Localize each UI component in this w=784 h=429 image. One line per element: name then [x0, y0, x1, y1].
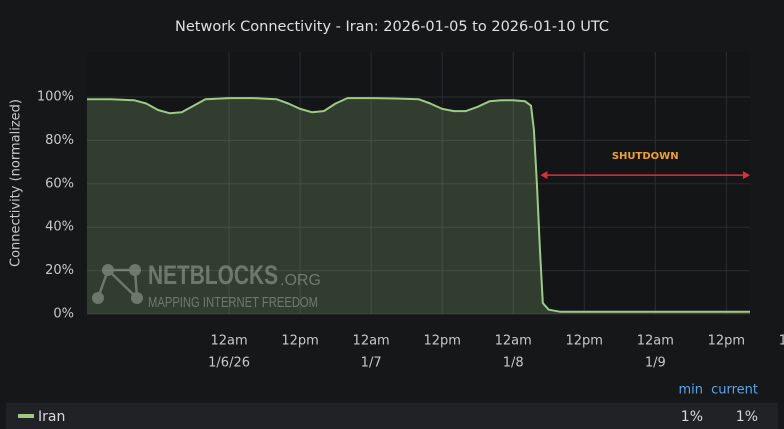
- x-tick-date: 1/9: [645, 356, 666, 371]
- x-tick-label: 12am: [353, 334, 390, 349]
- x-tick-date: 1/10: [783, 356, 784, 371]
- series-line: [87, 97, 750, 313]
- arrow-head: [743, 171, 750, 180]
- y-tick-label: 80%: [45, 133, 74, 148]
- legend-stat-header: min: [678, 383, 703, 398]
- x-tick-label: 12am: [495, 334, 532, 349]
- watermark-icon: [92, 292, 104, 304]
- watermark: NETBLOCKS .ORG MAPPING INTERNET FREEDOM: [92, 260, 321, 311]
- x-tick-label: 12pm: [423, 334, 460, 349]
- annotation-text: SHUTDOWN: [612, 151, 679, 162]
- y-tick-label: 100%: [37, 90, 74, 105]
- area-fill: [87, 98, 750, 314]
- x-tick-label: 12am: [637, 334, 674, 349]
- watermark-icon: [131, 292, 143, 304]
- x-tick-date: 1/7: [361, 356, 382, 371]
- x-tick-label: 12pm: [566, 334, 603, 349]
- y-axis-label: Connectivity (normalized): [9, 99, 24, 267]
- watermark-title: NETBLOCKS: [148, 260, 278, 290]
- y-tick-label: 40%: [45, 220, 74, 235]
- x-tick-date: 1/6/26: [208, 356, 250, 371]
- watermark-icon: [96, 269, 110, 299]
- x-tick-label: 12pm: [281, 334, 318, 349]
- y-tick-label: 60%: [45, 176, 74, 191]
- arrow-head: [540, 171, 548, 180]
- legend-row: [6, 403, 778, 429]
- watermark-icon: [133, 269, 139, 299]
- y-tick-label: 20%: [45, 263, 74, 278]
- watermark-suffix: .ORG: [280, 272, 321, 289]
- watermark-tagline: MAPPING INTERNET FREEDOM: [148, 294, 318, 311]
- legend-label: Iran: [38, 409, 65, 425]
- x-tick-label: 12am: [210, 334, 247, 349]
- legend-stat-value: 1%: [681, 409, 703, 425]
- x-tick-label: 12pm: [708, 334, 745, 349]
- x-tick-date: 1/8: [503, 356, 524, 371]
- legend-stat-header: current: [711, 383, 758, 398]
- legend-stat-value: 1%: [736, 409, 758, 425]
- chart-title: Network Connectivity - Iran: 2026-01-05 …: [175, 19, 609, 35]
- watermark-icon: [102, 264, 114, 276]
- watermark-icon: [129, 264, 141, 276]
- x-tick-label: 12am: [779, 334, 784, 349]
- y-tick-label: 0%: [53, 307, 74, 322]
- watermark-icon: [107, 269, 138, 299]
